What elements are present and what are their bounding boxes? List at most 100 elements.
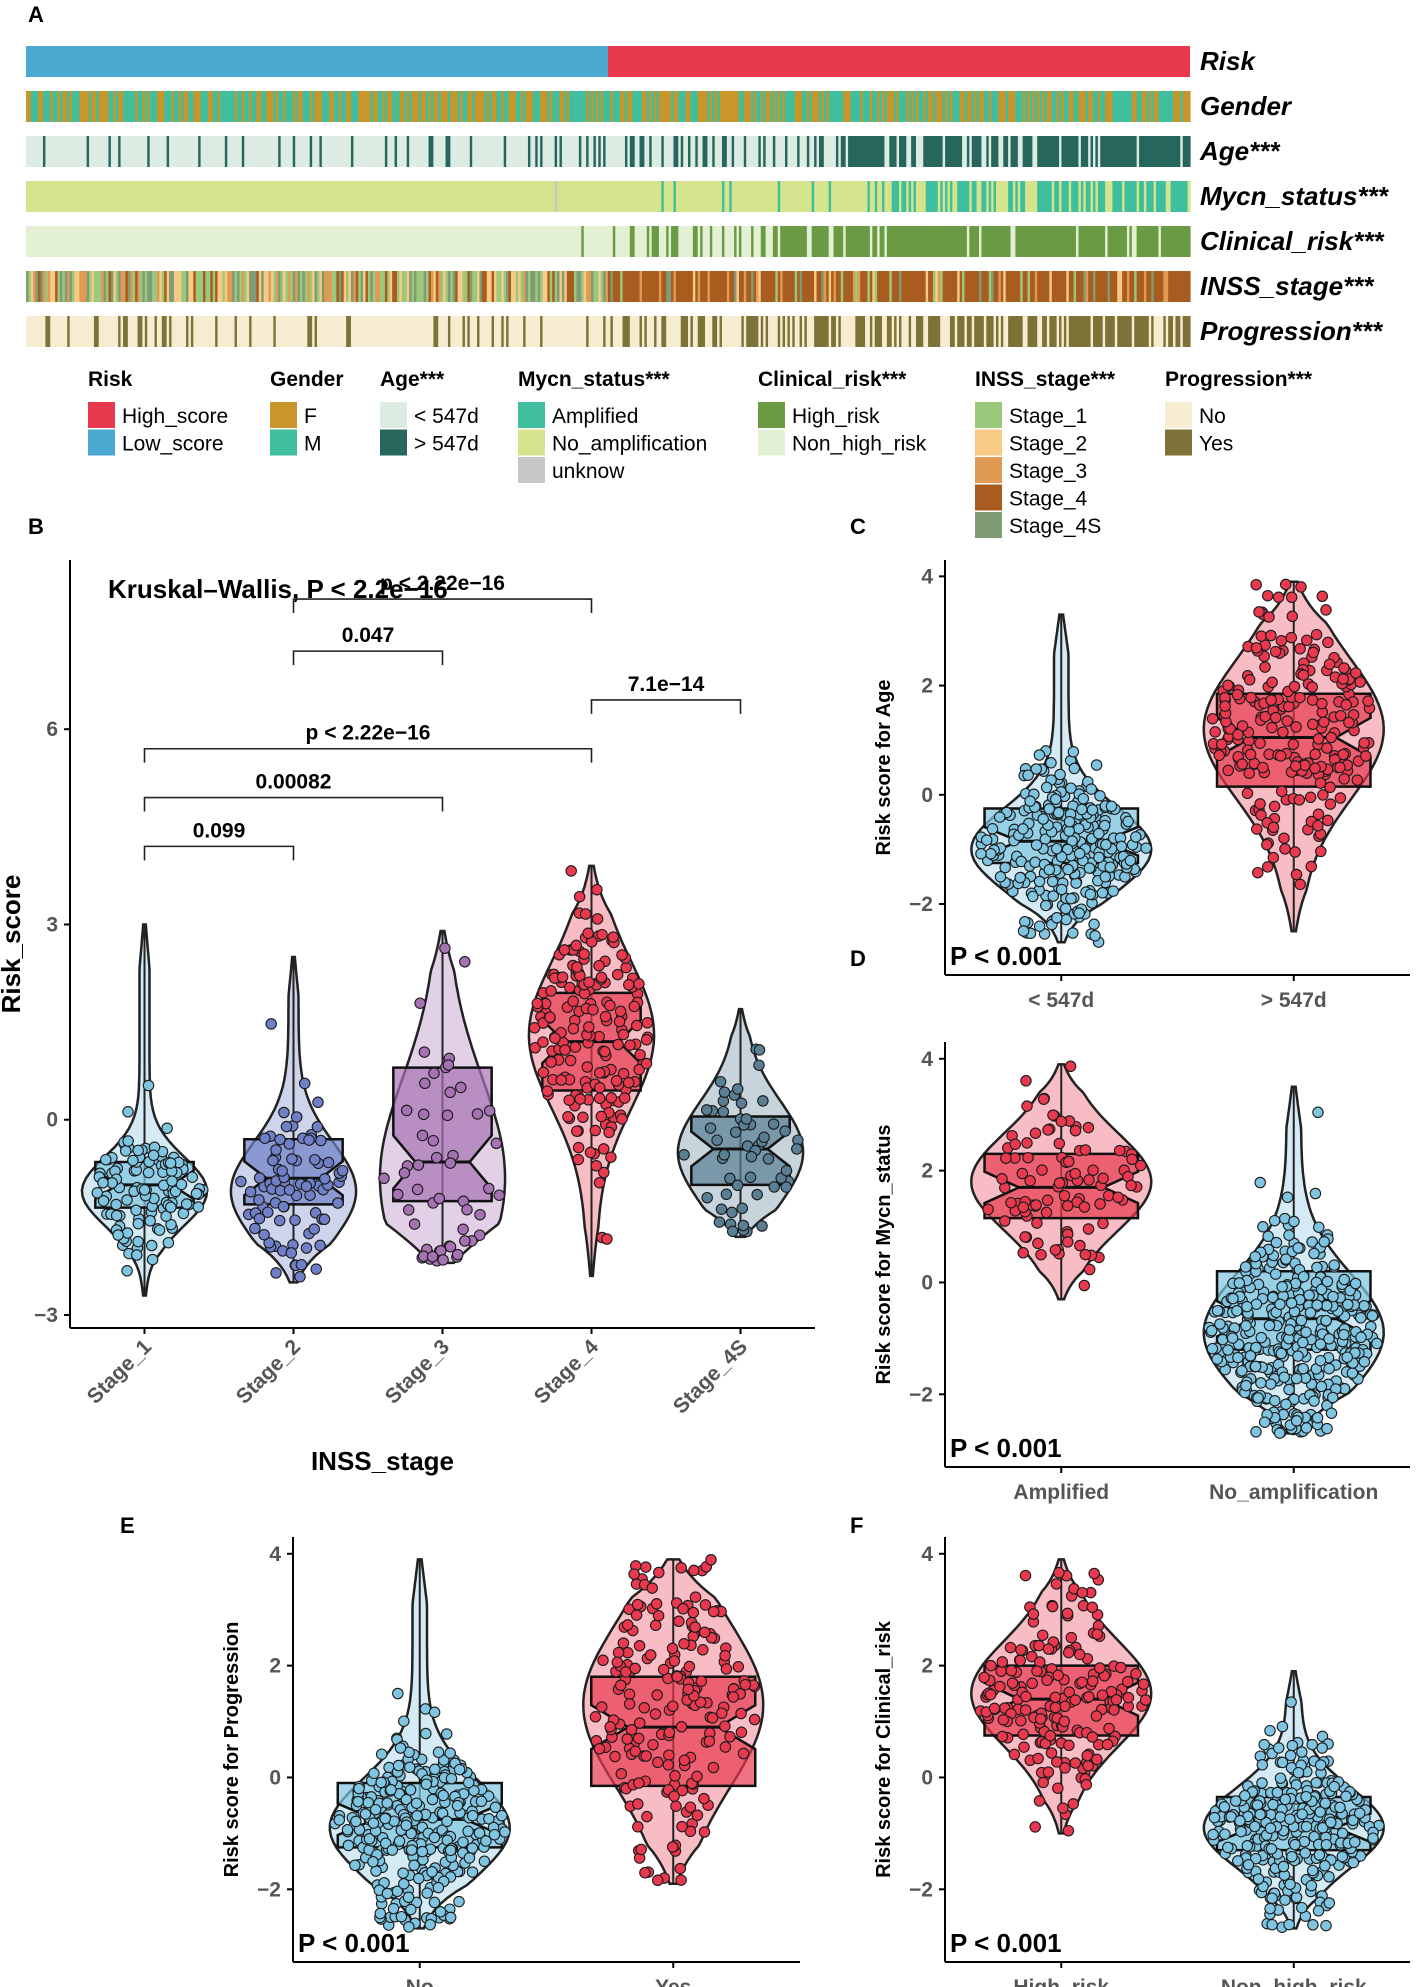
data-point [1059, 902, 1072, 915]
data-point [1277, 1860, 1290, 1873]
data-point [729, 1126, 742, 1138]
data-point [625, 1724, 638, 1736]
data-point [1029, 1821, 1041, 1833]
data-point [1046, 1600, 1059, 1613]
data-point [455, 1081, 467, 1094]
data-point [1043, 863, 1056, 876]
data-point [459, 956, 471, 968]
legend-swatch [975, 512, 1002, 538]
data-point [1091, 1753, 1103, 1766]
data-point [569, 1041, 582, 1053]
data-point [253, 1172, 266, 1184]
jitter-points [1203, 1106, 1383, 1439]
data-point [995, 1665, 1007, 1677]
data-point [1063, 815, 1076, 828]
data-point [701, 1191, 713, 1204]
data-point [1091, 1628, 1103, 1640]
data-point [640, 1057, 653, 1070]
track-label: Clinical_risk*** [1200, 226, 1385, 256]
y-tick-label: 2 [921, 675, 933, 698]
data-point [581, 1061, 594, 1073]
comparison-label: 0.047 [342, 624, 395, 647]
data-point [618, 1092, 631, 1104]
data-point [1358, 737, 1370, 749]
data-point [1226, 1332, 1239, 1344]
y-tick-label: 0 [921, 1766, 933, 1789]
data-point [1360, 750, 1372, 762]
data-point [537, 1066, 550, 1079]
data-point [572, 1141, 585, 1154]
data-point [1366, 1310, 1379, 1322]
panel-d-letter: D [850, 946, 866, 971]
data-point [1254, 798, 1266, 810]
data-point [1300, 1422, 1313, 1434]
data-point [1068, 762, 1081, 775]
data-point [732, 1661, 745, 1673]
data-point [1266, 676, 1278, 689]
data-point [1320, 1299, 1333, 1312]
data-point [267, 1154, 279, 1167]
y-tick-label: −2 [257, 1878, 281, 1901]
data-point [630, 1609, 643, 1621]
jitter-points [528, 865, 654, 1245]
data-point [718, 1149, 730, 1161]
track-progression: Progression*** [26, 316, 1384, 347]
data-point [1083, 862, 1096, 874]
data-point [451, 1248, 464, 1261]
data-point [598, 1166, 610, 1179]
data-point [161, 1122, 173, 1135]
legend-swatch [518, 457, 545, 483]
y-tick-label: 0 [46, 1109, 58, 1132]
data-point [1033, 1795, 1046, 1807]
data-point [1323, 1333, 1335, 1345]
data-point [146, 1253, 159, 1266]
data-point [408, 1859, 420, 1872]
data-point [308, 1223, 320, 1235]
data-point [1283, 1229, 1295, 1241]
legend-swatch [88, 402, 115, 428]
x-tick-label: > 547d [1261, 989, 1327, 1012]
jitter-points [235, 1018, 349, 1283]
data-point [1033, 920, 1046, 932]
data-point [1294, 878, 1306, 891]
data-point [1261, 589, 1274, 602]
track-risk: Risk [26, 46, 1256, 77]
data-point [397, 1867, 409, 1879]
data-point [1005, 1664, 1018, 1677]
data-point [312, 1096, 324, 1109]
data-point [604, 1721, 616, 1733]
data-point [652, 1609, 665, 1622]
data-point [286, 1153, 298, 1165]
data-point [1285, 591, 1298, 604]
data-point [727, 1691, 740, 1703]
legend-swatch [518, 402, 545, 428]
data-point [1251, 823, 1263, 835]
data-point [720, 1188, 733, 1201]
data-point [289, 1214, 301, 1226]
data-point [1069, 1694, 1082, 1706]
legend-swatch [975, 402, 1002, 428]
data-point [1049, 1701, 1062, 1714]
data-point [1222, 764, 1234, 777]
data-point [1362, 695, 1374, 707]
data-point [122, 1106, 134, 1118]
data-point [1279, 843, 1291, 855]
comparison-bracket: 0.00082 [143, 771, 444, 812]
data-point [1063, 1739, 1075, 1752]
data-point [162, 1236, 175, 1249]
data-point [1051, 1756, 1063, 1768]
track-label: INSS_stage*** [1200, 271, 1375, 301]
data-point [1256, 1759, 1269, 1771]
p-value-label: P < 0.001 [950, 1928, 1062, 1958]
data-point [1005, 1196, 1017, 1209]
data-point [471, 1108, 484, 1120]
data-point [444, 1157, 457, 1169]
data-point [1299, 1847, 1311, 1859]
data-point [678, 1149, 690, 1161]
data-point [153, 1224, 166, 1236]
panel-f-plot: −2 0 2 4 Risk score for Clinical_risk High_ri… [873, 1537, 1410, 1987]
data-point [640, 1750, 652, 1762]
data-point [647, 1738, 659, 1751]
data-point [432, 1881, 445, 1894]
data-point [1140, 842, 1152, 854]
